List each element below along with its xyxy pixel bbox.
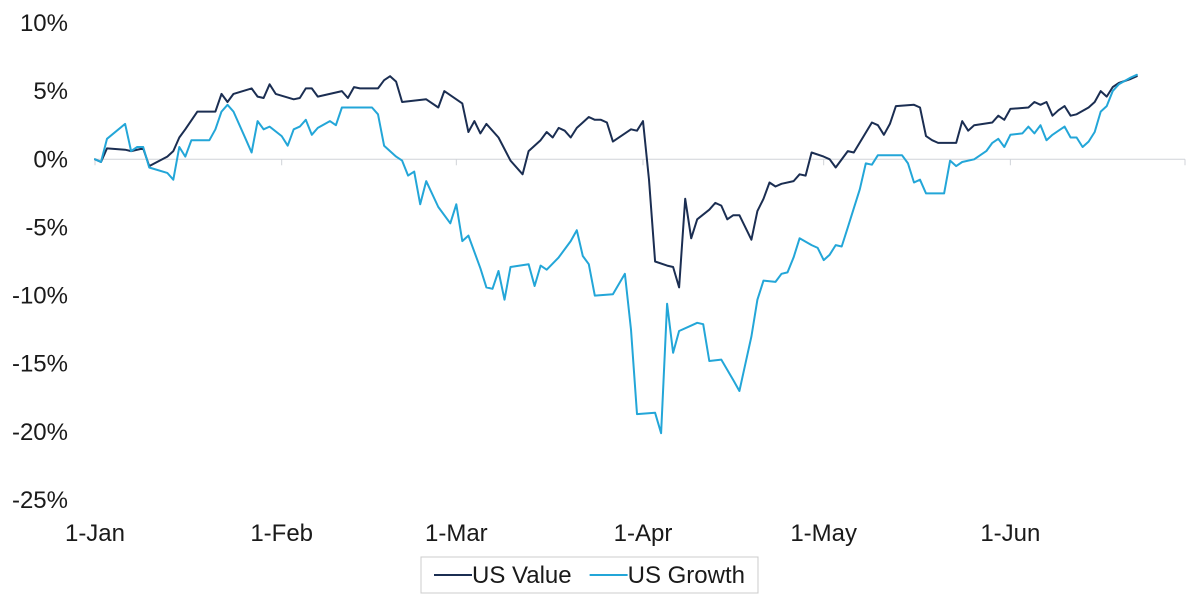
- y-tick-label: -20%: [12, 419, 68, 446]
- x-tick-label: 1-May: [790, 520, 857, 547]
- y-tick-label: 10%: [20, 10, 68, 37]
- x-tick-label: 1-Jan: [65, 520, 125, 547]
- x-tick-label: 1-Feb: [250, 520, 313, 547]
- y-tick-label: -10%: [12, 283, 68, 310]
- series-line-us-value: [94, 75, 1138, 289]
- series-line-us-growth: [94, 73, 1138, 435]
- legend-label: US Value: [472, 562, 572, 589]
- y-tick-label: -25%: [12, 487, 68, 514]
- series-lines: [94, 73, 1138, 435]
- y-tick-label: 0%: [33, 146, 68, 173]
- x-tick-label: 1-Jun: [980, 520, 1040, 547]
- y-tick-label: -15%: [12, 351, 68, 378]
- legend: US Value US Growth: [420, 556, 759, 594]
- x-axis: 1-Jan 1-Feb 1-Mar 1-Apr 1-May 1-Jun: [65, 158, 1186, 547]
- y-tick-label: 5%: [33, 78, 68, 105]
- legend-label: US Growth: [628, 562, 745, 589]
- x-tick-label: 1-Apr: [614, 520, 673, 547]
- y-axis-labels: 10% 5% 0% -5% -10% -15% -20% -25%: [12, 10, 68, 514]
- y-tick-label: -5%: [25, 214, 68, 241]
- x-tick-label: 1-Mar: [425, 520, 488, 547]
- legend-box: [420, 556, 759, 594]
